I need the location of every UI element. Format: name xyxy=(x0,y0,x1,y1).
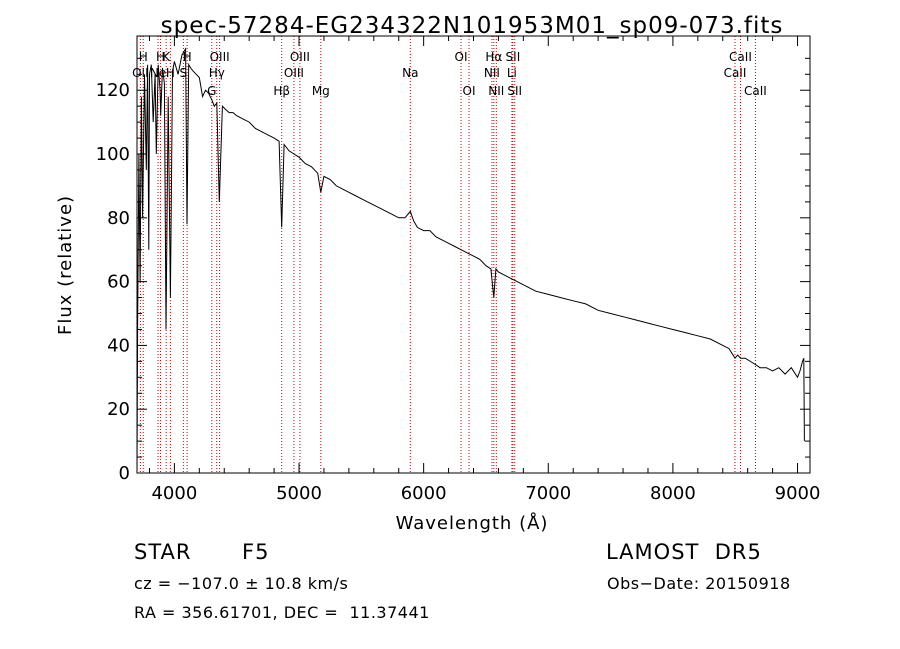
y-tick-label: 0 xyxy=(119,463,130,484)
spectrum-series xyxy=(136,46,805,474)
marker-label: OI xyxy=(455,50,468,64)
y-tick-label: 20 xyxy=(107,399,130,420)
marker-label: H xyxy=(183,50,192,64)
marker-label: Hγ xyxy=(209,66,225,80)
sky-coordinates: RA = 356.61701, DEC = 11.37441 xyxy=(134,603,430,622)
survey-release: LAMOST DR5 xyxy=(606,540,762,564)
marker-label: OIII xyxy=(284,66,304,80)
y-tick-label: 80 xyxy=(107,208,130,229)
marker-label: CaII xyxy=(744,84,767,98)
x-tick-label: 5000 xyxy=(276,483,322,504)
marker-label: OIII xyxy=(210,50,230,64)
spectral-subclass: F5 xyxy=(242,540,270,564)
x-tick-label: 8000 xyxy=(650,483,696,504)
marker-label: H xyxy=(139,50,148,64)
chart-title: spec-57284-EG234322N101953M01_sp09-073.f… xyxy=(161,13,784,39)
y-tick-label: 120 xyxy=(96,80,130,101)
marker-label: Mg xyxy=(312,84,330,98)
x-tick-label: 9000 xyxy=(775,483,821,504)
marker-label: K xyxy=(162,50,171,64)
plot-frame xyxy=(136,35,811,474)
marker-label: CaII xyxy=(729,50,752,64)
y-axis-label: Flux (relative) xyxy=(55,195,76,335)
marker-label: CaII xyxy=(724,66,747,80)
marker-label: G xyxy=(207,84,216,98)
marker-label: SII xyxy=(506,50,521,64)
marker-label: NII xyxy=(484,66,500,80)
marker-label: Hβ xyxy=(273,84,290,98)
redshift-velocity: cz = −107.0 ± 10.8 km/s xyxy=(134,574,349,593)
marker-label: OII xyxy=(132,66,149,80)
y-tick-label: 60 xyxy=(107,272,130,293)
x-tick-label: 6000 xyxy=(401,483,447,504)
marker-label: Hα xyxy=(485,50,502,64)
object-class: STAR xyxy=(134,540,192,564)
y-axis: 0 20 40 60 80 100 120 xyxy=(96,57,810,484)
marker-label: H xyxy=(166,66,175,80)
marker-label: S xyxy=(180,66,188,80)
marker-label: Li xyxy=(507,66,517,80)
marker-label: NII xyxy=(488,84,504,98)
x-tick-label: 7000 xyxy=(525,483,571,504)
marker-label: OIII xyxy=(290,50,310,64)
x-tick-label: 4000 xyxy=(151,483,197,504)
spectrum-line xyxy=(136,46,805,474)
marker-label: Na xyxy=(402,66,418,80)
y-tick-label: 100 xyxy=(96,144,130,165)
x-axis-label: Wavelength (Å) xyxy=(396,512,549,534)
x-axis: 4000 5000 6000 7000 8000 9000 xyxy=(148,36,821,504)
marker-label: H xyxy=(156,50,165,64)
y-tick-label: 40 xyxy=(107,335,130,356)
observation-date: Obs−Date: 20150918 xyxy=(607,574,791,593)
marker-label: SII xyxy=(507,84,522,98)
marker-label: OI xyxy=(463,84,476,98)
